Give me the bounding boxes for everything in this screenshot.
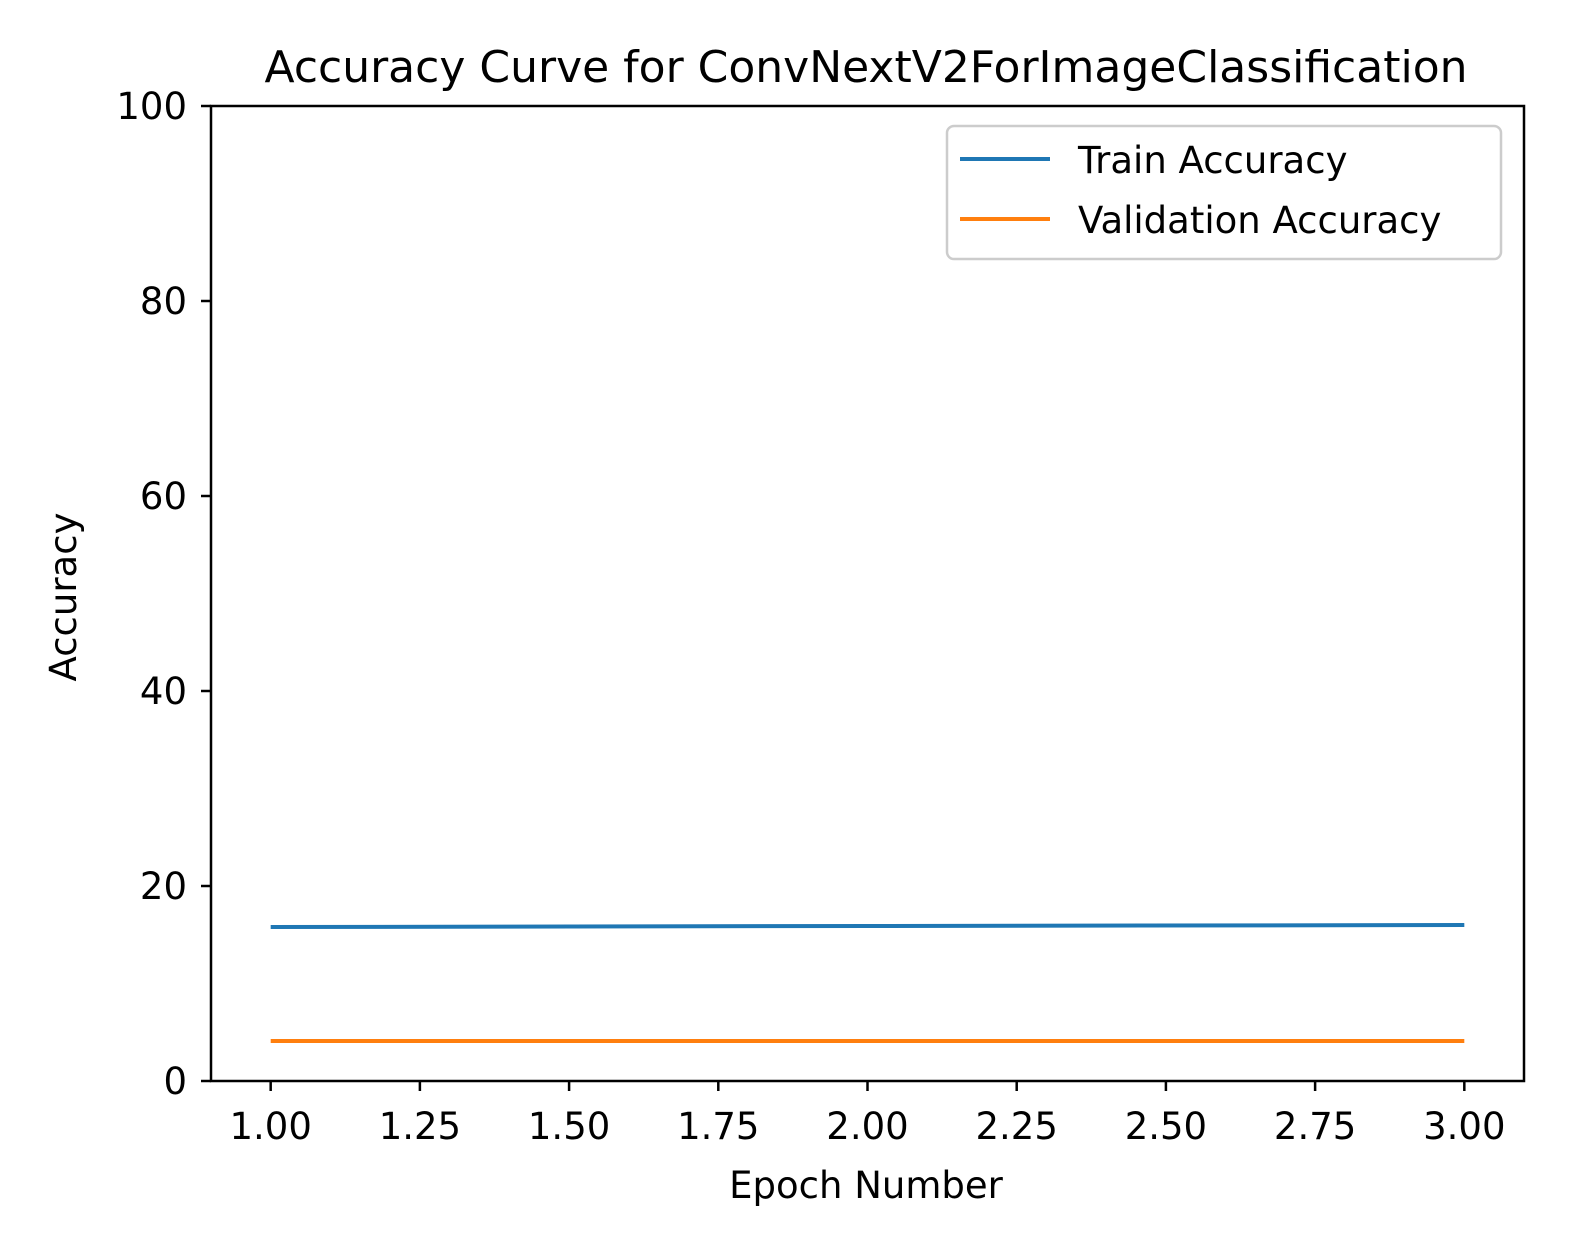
x-tick-label: 1.75 [677,1105,759,1148]
y-tick-label: 80 [140,280,187,323]
x-tick-label: 1.50 [528,1105,610,1148]
legend-box [945,124,1503,261]
x-axis-label: Epoch Number [729,1164,1003,1207]
x-tick-label: 3.00 [1423,1105,1505,1148]
y-tick-label: 20 [140,865,187,908]
y-tick-label: 0 [163,1060,187,1103]
plot-area-frame [209,104,1526,1083]
legend-label-train: Train Accuracy [1077,139,1347,182]
legend: Train Accuracy Validation Accuracy [945,124,1503,261]
y-axis-label: Accuracy [42,513,85,682]
x-tick-label: 2.50 [1125,1105,1207,1148]
y-tick-label: 60 [140,475,187,518]
x-tick-label: 2.00 [826,1105,908,1148]
y-tick-label: 40 [140,670,187,713]
axis-ticks: 1.00 1.25 1.50 1.75 2.00 2.25 2.50 2.75 3.00 0 20 4… [116,85,1505,1148]
x-tick-label: 2.25 [976,1105,1058,1148]
y-tick-label: 100 [116,85,187,128]
train-accuracy-line [270,923,1465,929]
x-tick-label: 1.25 [379,1105,461,1148]
x-tick-label: 2.75 [1274,1105,1356,1148]
x-tick-label: 1.00 [229,1105,311,1148]
series-lines [270,923,1465,1043]
legend-label-validation: Validation Accuracy [1078,199,1441,242]
chart-title: Accuracy Curve for ConvNextV2ForImageCla… [265,42,1468,93]
